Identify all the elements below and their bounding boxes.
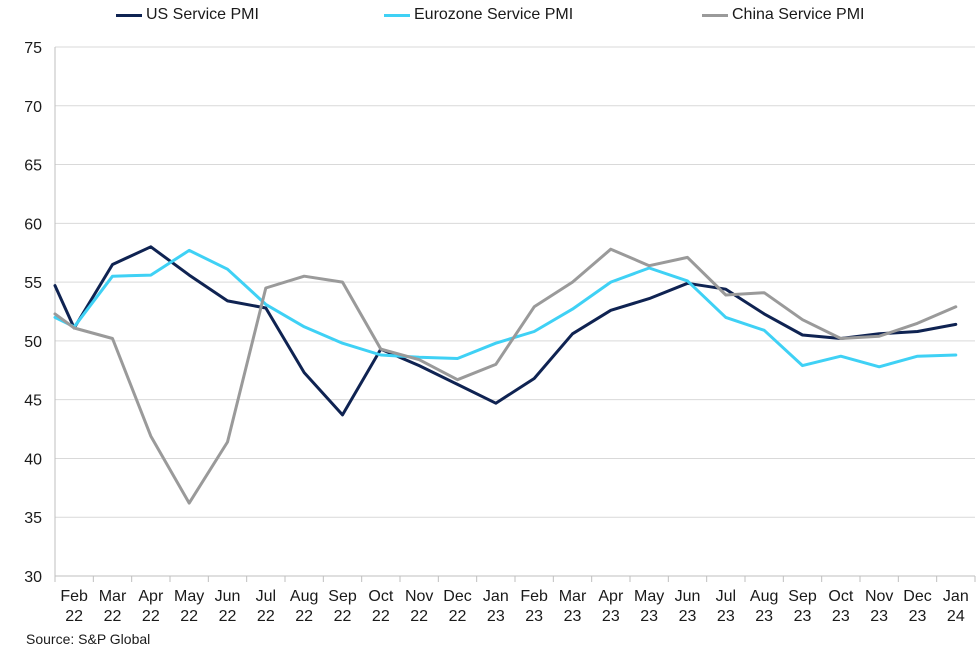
x-tick-label-year: 22 (65, 608, 83, 625)
x-tick-label-month: Dec (443, 588, 471, 605)
x-tick-label-month: Aug (750, 588, 778, 605)
x-tick-label-month: Sep (788, 588, 817, 605)
x-tick-label-month: Jul (716, 588, 736, 605)
x-tick-label-month: May (174, 588, 204, 605)
gridlines (55, 46, 975, 518)
x-tick-label-year: 23 (717, 608, 735, 625)
x-tick-label-year: 24 (947, 608, 965, 625)
x-tick-label-year: 23 (640, 608, 658, 625)
x-tick-label-year: 23 (832, 608, 850, 625)
x-tick-label-month: Apr (598, 588, 624, 605)
x-tick-label-month: Nov (405, 588, 433, 605)
y-tick-label: 35 (24, 510, 42, 527)
series-line-china-service-pmi (53, 247, 958, 505)
legend: US Service PMI Eurozone Service PMI Chin… (0, 6, 980, 28)
x-tick-label-year: 22 (257, 608, 275, 625)
x-tick-label-month: Jun (215, 588, 241, 605)
x-tick-label-month: Sep (328, 588, 357, 605)
legend-item-us: US Service PMI (116, 6, 259, 24)
x-tick-label-month: Jan (483, 588, 509, 605)
x-tick-label-year: 23 (755, 608, 773, 625)
x-tick-label-month: Mar (559, 588, 587, 605)
x-tick-label-month: Jan (943, 588, 969, 605)
y-tick-label: 75 (24, 40, 42, 57)
legend-item-china: China Service PMI (702, 6, 865, 24)
x-tick-label-year: 23 (909, 608, 927, 625)
legend-label-eurozone: Eurozone Service PMI (414, 6, 574, 23)
x-tick-label-month: Feb (520, 588, 548, 605)
x-tick-label-year: 22 (410, 608, 428, 625)
y-tick-label: 70 (24, 99, 42, 116)
x-tick-label-month: Oct (828, 588, 853, 605)
series-lines (53, 245, 958, 505)
axes (54, 47, 976, 582)
y-tick-label: 45 (24, 393, 42, 410)
x-tick-label-month: Mar (99, 588, 127, 605)
x-tick-label-month: Apr (138, 588, 164, 605)
x-tick-label-month: Dec (903, 588, 931, 605)
y-tick-label: 40 (24, 451, 42, 468)
x-axis-ticks: Feb 22 Mar 22 Apr 22 May 22 Jun 22 Jul 22 Aug 22 Sep 22… (60, 588, 968, 625)
y-tick-label: 60 (24, 216, 42, 233)
legend-label-us: US Service PMI (146, 6, 259, 23)
source-note: Source: S&P Global (26, 631, 151, 647)
x-tick-label-year: 23 (870, 608, 888, 625)
x-tick-label-month: Oct (368, 588, 393, 605)
x-tick-label-month: Feb (60, 588, 88, 605)
legend-swatch-us (116, 13, 142, 17)
x-tick-label-month: Jun (675, 588, 701, 605)
series-line-eurozone-service-pmi (53, 248, 958, 369)
legend-swatch-china (702, 13, 728, 17)
x-tick-label-year: 23 (525, 608, 543, 625)
y-axis-ticks: 30 35 40 45 50 55 60 65 70 75 (24, 40, 42, 586)
x-tick-label-month: Nov (865, 588, 893, 605)
x-tick-label-year: 22 (295, 608, 313, 625)
x-tick-label-year: 23 (487, 608, 505, 625)
series-line-us-service-pmi (53, 245, 958, 417)
y-tick-label: 50 (24, 334, 42, 351)
legend-item-eurozone: Eurozone Service PMI (384, 6, 573, 24)
x-tick-label-year: 22 (219, 608, 237, 625)
x-tick-label-year: 22 (449, 608, 467, 625)
y-tick-label: 30 (24, 569, 42, 586)
x-tick-label-year: 23 (602, 608, 620, 625)
x-tick-label-year: 22 (142, 608, 160, 625)
legend-swatch-eurozone (384, 13, 410, 17)
x-tick-label-year: 23 (564, 608, 582, 625)
y-tick-label: 65 (24, 158, 42, 175)
x-tick-label-month: Jul (256, 588, 276, 605)
x-tick-label-year: 22 (372, 608, 390, 625)
x-tick-label-year: 22 (180, 608, 198, 625)
x-tick-label-month: Aug (290, 588, 318, 605)
x-tick-label-year: 22 (104, 608, 122, 625)
legend-label-china: China Service PMI (732, 6, 865, 23)
x-tick-label-year: 23 (794, 608, 812, 625)
y-tick-label: 55 (24, 275, 42, 292)
x-tick-label-year: 23 (679, 608, 697, 625)
x-tick-label-month: May (634, 588, 664, 605)
x-tick-label-year: 22 (334, 608, 352, 625)
